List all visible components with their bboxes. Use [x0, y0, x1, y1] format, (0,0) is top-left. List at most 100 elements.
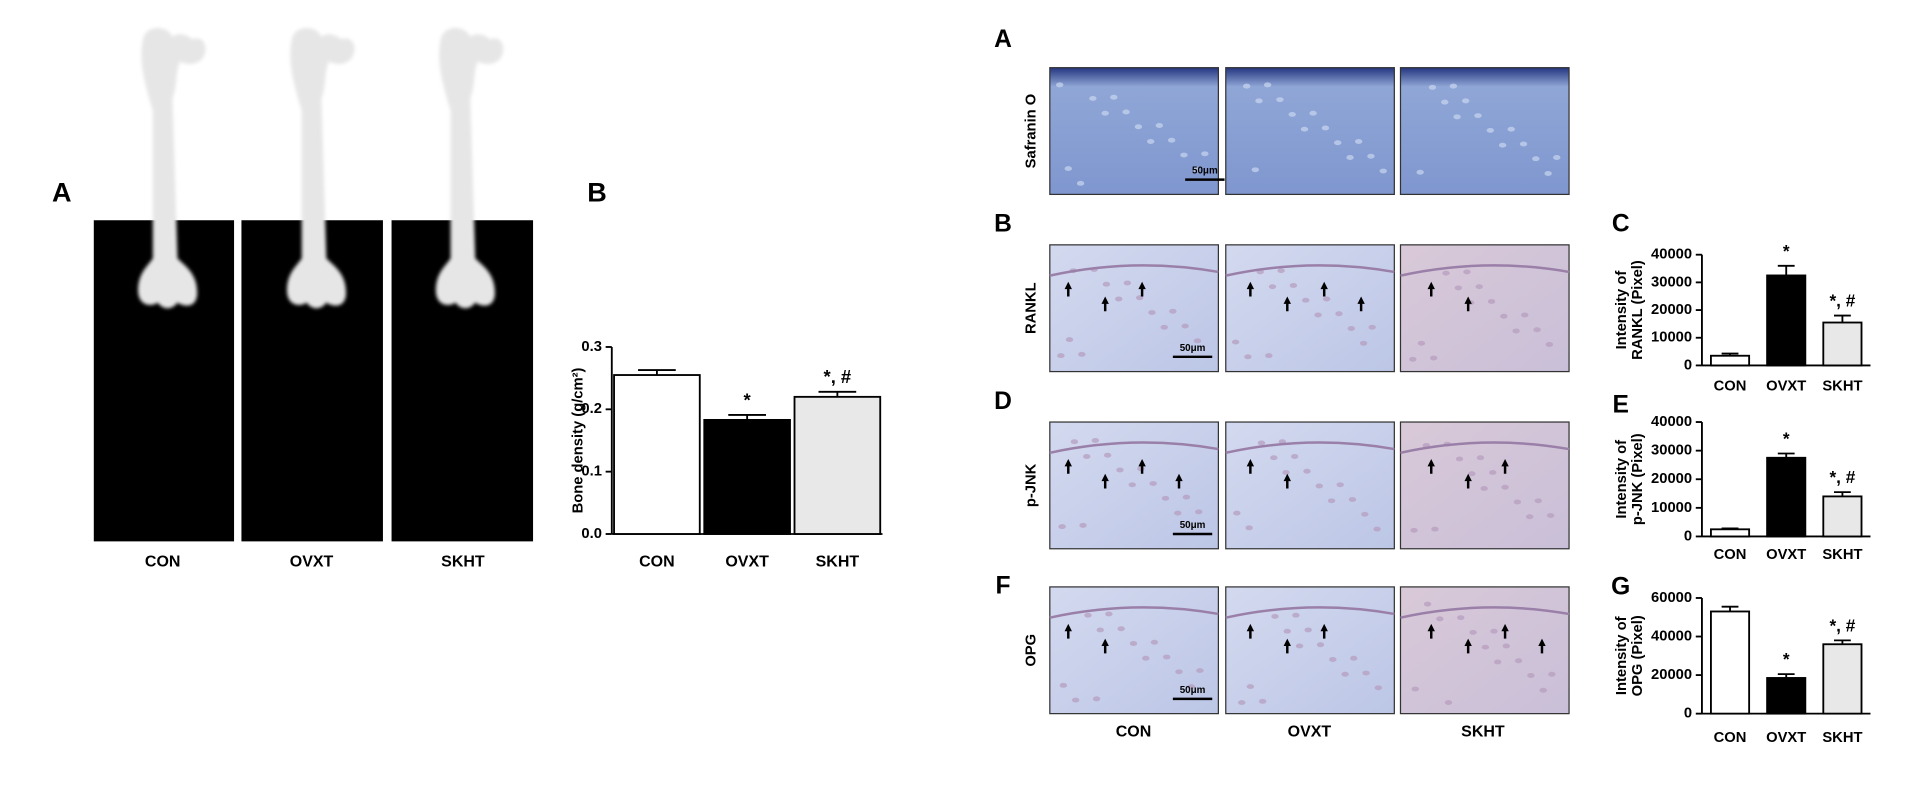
cell	[1181, 323, 1189, 329]
cell	[1410, 527, 1418, 533]
y-axis-label: Intensity of	[1614, 616, 1630, 695]
x-tick-label: CON	[1714, 730, 1747, 746]
cell	[1083, 454, 1091, 459]
cell	[1379, 168, 1387, 174]
cell	[1117, 626, 1125, 632]
cell	[1149, 481, 1157, 487]
arrow	[1283, 296, 1291, 312]
arrow	[1064, 281, 1072, 297]
y-axis-label: RANKL (Pixel)	[1630, 260, 1646, 360]
cell	[1277, 268, 1285, 274]
y-tick-label: 0	[1684, 528, 1692, 544]
significance-label: *	[744, 389, 752, 410]
cell	[1265, 353, 1273, 359]
cell	[1441, 99, 1449, 105]
cell	[1070, 439, 1079, 445]
cell	[1192, 167, 1200, 173]
cell	[1544, 171, 1552, 176]
panel-letter: B	[587, 178, 607, 208]
arrow	[1101, 473, 1109, 489]
cell	[1076, 180, 1085, 186]
cell	[1532, 156, 1540, 162]
cell	[1455, 456, 1464, 462]
cell	[1368, 324, 1376, 330]
scale-bar-label: 50μm	[1180, 685, 1206, 696]
xray-label: OVXT	[290, 554, 334, 571]
cell	[1292, 612, 1300, 618]
bar	[613, 374, 701, 535]
arrow	[1283, 473, 1291, 489]
cell	[1361, 511, 1369, 517]
cell	[1182, 494, 1191, 500]
cell	[1123, 280, 1132, 286]
significance-label: *, #	[1829, 615, 1855, 635]
tissue-edge	[1400, 264, 1570, 277]
x-tick-label: SKHT	[816, 554, 860, 571]
cell	[1416, 169, 1424, 175]
cell	[1548, 671, 1556, 677]
cell	[1196, 668, 1204, 674]
cell	[1527, 673, 1535, 678]
column-label: CON	[1116, 723, 1152, 740]
y-tick-label: 0.1	[581, 464, 602, 480]
y-tick-label: 10000	[1651, 330, 1692, 346]
cell	[1359, 340, 1368, 346]
cell	[1167, 137, 1176, 143]
cell	[1231, 339, 1240, 345]
arrow	[1101, 638, 1109, 654]
tissue-edge	[1225, 264, 1395, 277]
cell	[1481, 644, 1490, 650]
y-tick-label: 40000	[1651, 414, 1692, 430]
panel-letter: A	[994, 26, 1012, 53]
cell	[1251, 167, 1259, 173]
significance-label: *	[1783, 429, 1790, 449]
cell	[1282, 470, 1290, 475]
cell	[1169, 308, 1177, 314]
column-label: OVXT	[1288, 723, 1332, 740]
panel-letter: B	[994, 211, 1012, 238]
cell	[1091, 438, 1100, 443]
cell	[1315, 483, 1323, 489]
histology-grid: Safranin O 50μm RANKL 50μm p-JNK 50μm OPG 50μm	[1023, 67, 1570, 715]
bar	[1822, 643, 1863, 715]
cell	[1276, 97, 1284, 103]
arrow	[1246, 623, 1255, 639]
significance-label: *	[1783, 241, 1790, 261]
cell	[1089, 95, 1097, 101]
cell	[1195, 509, 1203, 515]
x-tick-label: SKHT	[1822, 730, 1862, 746]
cell	[1322, 296, 1331, 302]
cell	[1335, 311, 1343, 317]
cell	[1059, 682, 1068, 688]
histology-image	[1399, 67, 1570, 196]
arrow	[1320, 281, 1328, 297]
panel-letter: E	[1613, 392, 1629, 419]
cell	[1525, 514, 1534, 520]
cell	[1263, 82, 1272, 88]
cell	[1110, 94, 1118, 100]
y-axis-label: OPG (Pixel)	[1630, 615, 1646, 696]
x-tick-label: OVXT	[1766, 378, 1806, 394]
cell	[1161, 495, 1170, 501]
tissue-edge	[1049, 606, 1219, 619]
cell	[1303, 468, 1311, 474]
bar	[1822, 495, 1863, 538]
tissue-edge	[1400, 441, 1570, 454]
cell	[1374, 685, 1383, 691]
cell	[1174, 510, 1182, 516]
cell	[1290, 454, 1299, 459]
cell	[1346, 155, 1354, 160]
significance-label: *, #	[824, 366, 852, 387]
cell	[1242, 83, 1251, 89]
x-tick-label: CON	[1714, 547, 1747, 563]
arrow	[1427, 623, 1435, 639]
arrow	[1501, 623, 1509, 639]
cell	[1142, 655, 1150, 661]
cell	[1288, 111, 1296, 117]
x-tick-label: OVXT	[1766, 547, 1806, 563]
cell	[1160, 324, 1168, 330]
cell	[1487, 298, 1496, 304]
cell	[1442, 270, 1450, 276]
bar	[1766, 677, 1807, 715]
